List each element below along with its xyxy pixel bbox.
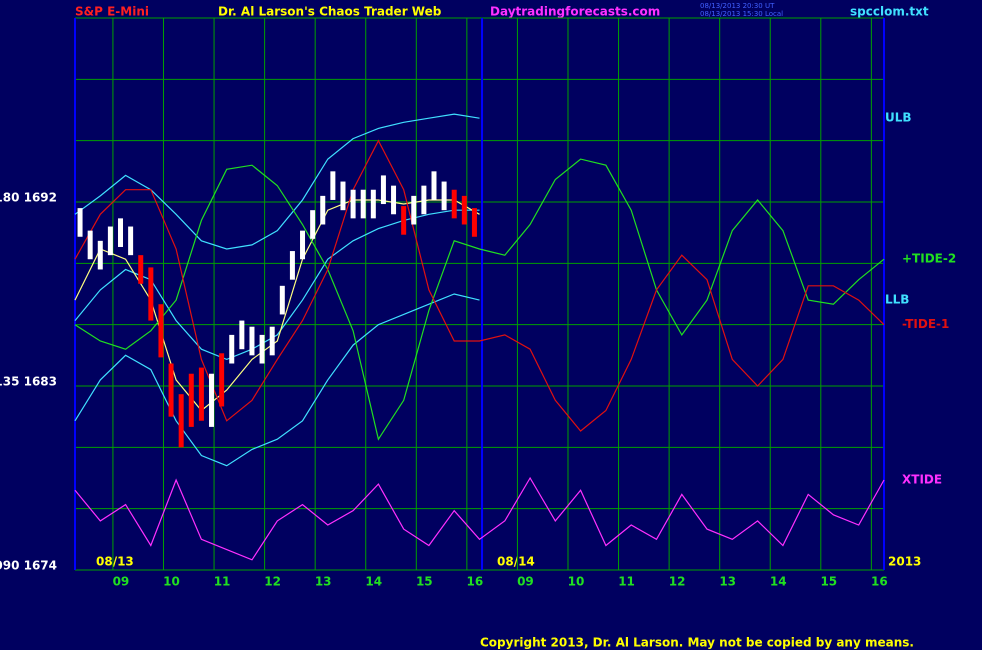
price-bar bbox=[350, 189, 356, 219]
timestamp: 08/13/2013 20:30 UT bbox=[700, 2, 775, 10]
price-bar bbox=[87, 230, 93, 260]
y-tick-label: 180 1692 bbox=[0, 191, 57, 205]
x-tick-label: 10 bbox=[163, 575, 180, 589]
y-tick-label: 090 1674 bbox=[0, 559, 57, 573]
y-tick-label: 135 1683 bbox=[0, 375, 57, 389]
tide-line bbox=[74, 158, 885, 441]
price-bar bbox=[401, 206, 407, 235]
price-bar bbox=[411, 195, 417, 225]
x-tick-label: 16 bbox=[871, 575, 888, 589]
price-bar bbox=[461, 195, 467, 225]
x-tick-label: 12 bbox=[264, 575, 281, 589]
x-tick-label: 14 bbox=[365, 575, 382, 589]
x-tick-label: 11 bbox=[618, 575, 635, 589]
site-name: Daytradingforecasts.com bbox=[490, 5, 660, 19]
price-bar bbox=[249, 326, 255, 356]
x-tick-label: 14 bbox=[770, 575, 787, 589]
x-tick-label: 16 bbox=[467, 575, 484, 589]
price-bar bbox=[138, 255, 144, 284]
x-tick-label: 13 bbox=[315, 575, 332, 589]
price-bar bbox=[360, 189, 366, 219]
x-tick-label: 15 bbox=[820, 575, 837, 589]
x-tick-label: 12 bbox=[669, 575, 686, 589]
x-tick-label: 09 bbox=[517, 575, 534, 589]
price-bar bbox=[148, 267, 154, 321]
chart-title: S&P E-Mini bbox=[75, 5, 149, 19]
price-bar bbox=[188, 373, 194, 427]
price-bar bbox=[441, 181, 447, 211]
price-bar bbox=[259, 334, 265, 364]
legend-label: LLB bbox=[885, 293, 909, 307]
price-bar bbox=[310, 210, 316, 239]
x-tick-label: 15 bbox=[416, 575, 433, 589]
price-bar bbox=[380, 175, 386, 205]
price-bar bbox=[289, 251, 295, 280]
x-tick-label: 10 bbox=[568, 575, 585, 589]
price-bar bbox=[128, 226, 134, 256]
date-label: 08/14 bbox=[497, 555, 535, 569]
x-tick-label: 09 bbox=[113, 575, 130, 589]
price-bar bbox=[471, 208, 477, 237]
legend-label: -TIDE-1 bbox=[902, 317, 949, 331]
price-bar bbox=[229, 334, 235, 364]
copyright: Copyright 2013, Dr. Al Larson. May not b… bbox=[480, 636, 914, 650]
chart-subtitle: Dr. Al Larson's Chaos Trader Web bbox=[218, 5, 442, 19]
price-bar bbox=[178, 394, 184, 448]
price-bar bbox=[320, 195, 326, 225]
legend-label: +TIDE-2 bbox=[902, 252, 956, 266]
tide-line bbox=[74, 293, 480, 467]
tide-line bbox=[74, 113, 480, 250]
timestamp: 08/13/2013 15:30 Local bbox=[700, 10, 783, 18]
price-bar bbox=[158, 304, 164, 358]
price-bar bbox=[118, 218, 124, 247]
date-label: 2013 bbox=[888, 555, 921, 569]
price-bar bbox=[97, 240, 103, 270]
price-bar bbox=[219, 353, 225, 407]
x-tick-label: 13 bbox=[719, 575, 736, 589]
x-tick-label: 11 bbox=[214, 575, 231, 589]
legend-label: XTIDE bbox=[902, 473, 942, 487]
price-bar bbox=[198, 367, 204, 421]
legend-label: ULB bbox=[885, 111, 912, 125]
price-bar bbox=[451, 189, 457, 219]
price-bar bbox=[421, 185, 427, 215]
price-bar bbox=[330, 171, 336, 200]
price-bar bbox=[370, 189, 376, 219]
tide-line bbox=[74, 476, 885, 561]
price-bar bbox=[168, 363, 174, 417]
price-bar bbox=[77, 208, 83, 237]
price-bar bbox=[269, 326, 275, 356]
price-bar bbox=[340, 181, 346, 211]
price-bar bbox=[391, 185, 397, 215]
price-bar bbox=[279, 285, 285, 315]
price-bar bbox=[431, 171, 437, 200]
price-bar bbox=[209, 373, 215, 427]
file-name: spcclom.txt bbox=[850, 5, 929, 19]
date-label: 08/13 bbox=[96, 555, 134, 569]
price-bar bbox=[300, 230, 306, 260]
price-bar bbox=[239, 320, 245, 350]
price-bar bbox=[107, 226, 113, 256]
